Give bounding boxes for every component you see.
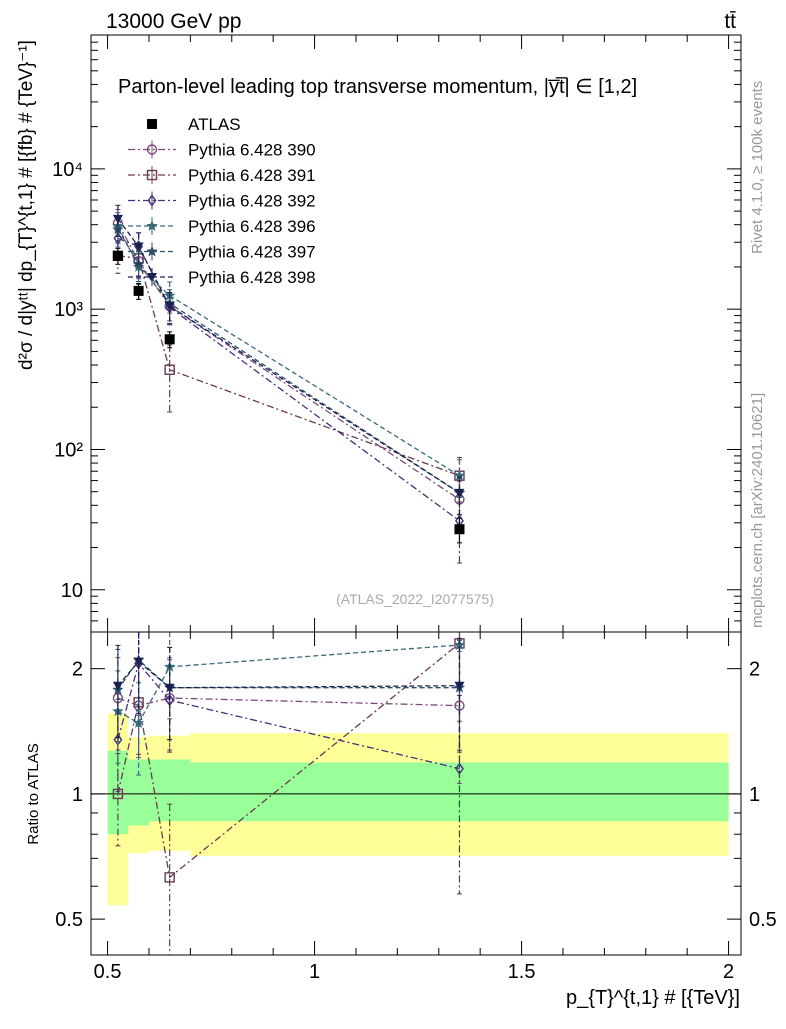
x-tick-label: 1.5 bbox=[508, 961, 536, 983]
legend-label: Pythia 6.428 396 bbox=[188, 217, 316, 236]
series-line bbox=[117, 697, 460, 707]
legend-entry: Pythia 6.428 390 bbox=[128, 140, 316, 160]
data-point bbox=[164, 302, 175, 312]
ratio-series-pythia-6-428-398 bbox=[112, 631, 465, 751]
legend: ATLAS Pythia 6.428 390 Pythia 6.428 391 Pyt… bbox=[128, 115, 316, 287]
data-point bbox=[454, 488, 465, 498]
series-line bbox=[117, 660, 460, 689]
legend-entry: Pythia 6.428 392 bbox=[128, 191, 316, 211]
top-axes: 10 10² 10³ 10⁴ bbox=[52, 34, 741, 633]
y-tick-label: 10² bbox=[54, 439, 83, 461]
legend-entry: Pythia 6.428 398 bbox=[128, 268, 316, 287]
legend-label: Pythia 6.428 398 bbox=[188, 268, 316, 287]
top-title: Parton-level leading top transverse mome… bbox=[118, 76, 637, 98]
energy-label: 13000 GeV pp bbox=[106, 10, 241, 33]
top-panel: Parton-level leading top transverse mome… bbox=[16, 34, 742, 633]
data-point bbox=[133, 657, 144, 667]
ratio-bands bbox=[91, 713, 741, 906]
data-point bbox=[133, 285, 144, 296]
ratio-xlabel: p_{T}^{t,1} # [{TeV}] bbox=[566, 987, 740, 1009]
ratio-y-tick-label: 1 bbox=[72, 784, 83, 806]
legend-marker bbox=[147, 194, 157, 207]
data-point bbox=[112, 223, 124, 235]
watermark: (ATLAS_2022_I2077575) bbox=[336, 591, 494, 607]
data-point bbox=[453, 469, 466, 481]
data-point bbox=[132, 717, 145, 728]
data-point bbox=[112, 214, 123, 224]
legend-entry: Pythia 6.428 396 bbox=[128, 217, 316, 236]
data-point bbox=[164, 683, 175, 693]
legend-marker bbox=[146, 144, 158, 155]
data-point bbox=[112, 250, 123, 261]
data-point bbox=[164, 334, 175, 345]
legend-marker bbox=[146, 220, 158, 231]
legend-label: Pythia 6.428 392 bbox=[188, 192, 316, 211]
data-point bbox=[454, 524, 465, 535]
data-point bbox=[132, 258, 145, 269]
top-series-atlas bbox=[112, 247, 465, 544]
legend-label: ATLAS bbox=[188, 115, 241, 134]
series-line bbox=[117, 658, 460, 691]
ratio-y-tick-label-right: 2 bbox=[749, 659, 760, 681]
y-tick-label: 10³ bbox=[54, 299, 83, 321]
ratio-y-tick-label-right: 1 bbox=[749, 784, 760, 806]
legend-label: Pythia 6.428 390 bbox=[188, 141, 316, 160]
legend-marker bbox=[147, 119, 157, 129]
rivet-label: Rivet 4.1.0, ≥ 100k events bbox=[749, 81, 766, 254]
top-series-layer bbox=[112, 204, 466, 564]
data-point bbox=[164, 364, 175, 375]
legend-label: Pythia 6.428 397 bbox=[188, 243, 316, 262]
legend-marker bbox=[146, 245, 158, 257]
y-tick-label: 10 bbox=[61, 580, 83, 602]
mcplots-label: mcplots.cern.ch [arXiv:2401.10621] bbox=[749, 393, 766, 628]
series-line bbox=[117, 642, 460, 879]
series-line bbox=[117, 644, 460, 724]
ratio-series-layer bbox=[112, 631, 466, 956]
series-line bbox=[117, 255, 460, 477]
legend-entry: ATLAS bbox=[147, 115, 241, 134]
data-point bbox=[454, 681, 465, 691]
uncertainty-band bbox=[148, 759, 191, 822]
ratio-panel: 0.5 0.5 1 1 2 2 0.5 1 1.5 2 Ratio to ATLAS p_{T}^… bbox=[25, 631, 777, 1009]
process-label: tt̄ bbox=[724, 10, 736, 33]
series-line bbox=[117, 661, 460, 770]
uncertainty-band bbox=[128, 759, 149, 826]
data-point bbox=[455, 762, 464, 775]
data-point bbox=[133, 242, 144, 252]
ratio-axes: 0.5 0.5 1 1 2 2 0.5 1 1.5 2 bbox=[55, 632, 777, 983]
ratio-y-tick-label: 2 bbox=[72, 659, 83, 681]
top-ylabel: d²σ / d|yᵗᵗ| dp_{T}^{t,1} # [{fb} # {TeV… bbox=[16, 40, 37, 370]
ratio-ylabel: Ratio to ATLAS bbox=[25, 743, 42, 844]
x-tick-label: 0.5 bbox=[94, 961, 122, 983]
x-tick-label: 2 bbox=[723, 961, 734, 983]
legend-marker bbox=[147, 273, 157, 282]
series-line bbox=[117, 225, 460, 477]
legend-marker bbox=[146, 169, 158, 181]
legend-entry: Pythia 6.428 391 bbox=[128, 166, 316, 185]
legend-label: Pythia 6.428 391 bbox=[188, 166, 316, 185]
data-point bbox=[164, 872, 175, 883]
data-point bbox=[112, 681, 123, 691]
series-line bbox=[117, 229, 460, 494]
ratio-y-tick-label-right: 0.5 bbox=[749, 909, 777, 931]
x-tick-label: 1 bbox=[309, 961, 320, 983]
ratio-y-tick-label: 0.5 bbox=[55, 909, 83, 931]
y-tick-label: 10⁴ bbox=[52, 159, 83, 181]
legend-entry: Pythia 6.428 397 bbox=[128, 242, 316, 262]
ratio-frame bbox=[90, 631, 742, 956]
